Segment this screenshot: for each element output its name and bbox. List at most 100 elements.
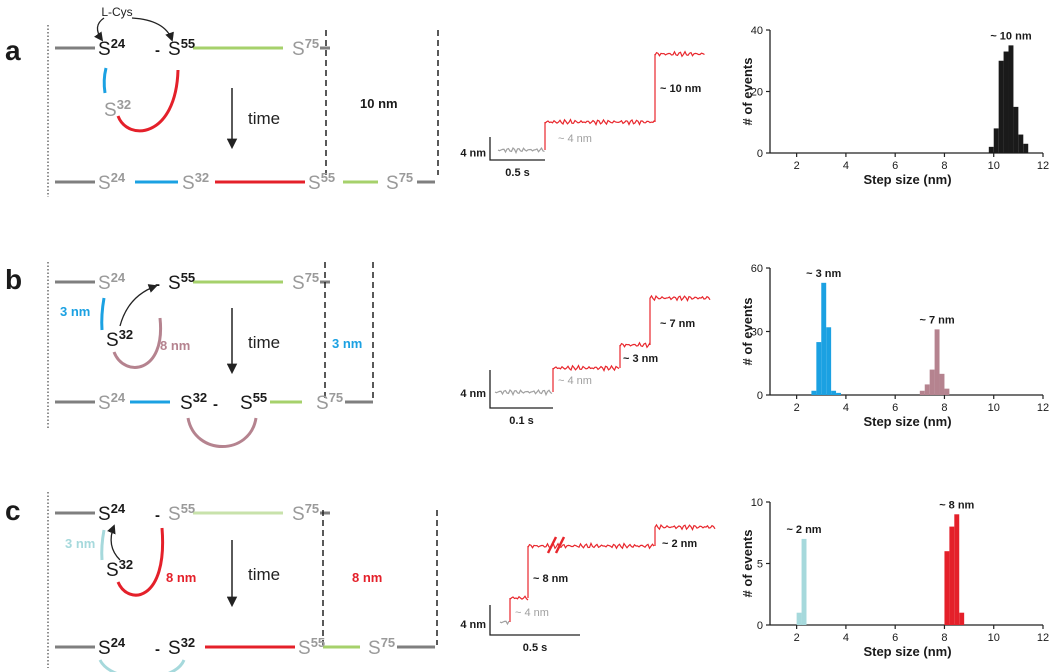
separator: - <box>155 42 160 59</box>
trace <box>654 523 716 546</box>
site-letter: S <box>98 173 111 194</box>
step-label: ~ 7 nm <box>660 318 695 330</box>
strand-loop <box>98 659 186 672</box>
site-label: S55 <box>168 270 195 294</box>
site-label: S24 <box>98 270 126 294</box>
x-tick-label: 10 <box>988 160 1000 172</box>
strand-loop <box>116 527 165 597</box>
site-letter: S <box>98 638 111 659</box>
site-label: S55 <box>240 390 267 414</box>
site-letter: S <box>240 393 253 414</box>
y-tick-label: 40 <box>751 25 763 37</box>
y-axis-label: # of events <box>740 298 755 366</box>
reagent-arrow <box>131 17 174 42</box>
trace <box>509 595 529 622</box>
histogram-bar <box>811 390 817 395</box>
site-number: 24 <box>111 170 126 185</box>
x-tick-label: 4 <box>843 402 849 414</box>
site-label: S24 <box>98 170 126 194</box>
reagent-arrow <box>94 17 105 42</box>
histogram-bar <box>954 514 960 625</box>
segment-label: 3 nm <box>65 536 95 551</box>
panel-label: c <box>5 495 21 526</box>
histogram-bar <box>959 612 965 625</box>
site-label: S55 <box>298 635 325 659</box>
step-label: ~ 10 nm <box>660 83 701 95</box>
site-letter: S <box>98 393 111 414</box>
segment-label: 8 nm <box>160 338 190 353</box>
site-letter: S <box>106 330 119 351</box>
peak-label: ~ 2 nm <box>786 524 821 536</box>
histogram-bar <box>944 551 950 625</box>
site-letter: S <box>98 504 111 525</box>
y-tick-label: 5 <box>757 559 763 571</box>
site-label: S75 <box>316 390 343 414</box>
x-tick-label: 8 <box>941 160 947 172</box>
site-letter: S <box>182 173 195 194</box>
site-label: S75 <box>386 170 413 194</box>
histogram-bar <box>796 612 802 625</box>
segment-label: 8 nm <box>166 570 196 585</box>
peak-label: ~ 8 nm <box>939 499 974 511</box>
scale-label: 4 nm <box>460 388 486 400</box>
site-label: S24 <box>98 390 126 414</box>
site-number: 55 <box>181 36 195 51</box>
histogram-bar <box>821 282 827 395</box>
strand-loop <box>102 67 108 94</box>
trace <box>544 118 655 150</box>
site-label: S75 <box>292 270 319 294</box>
x-axis-label: Step size (nm) <box>863 644 951 659</box>
x-tick-label: 4 <box>843 160 849 172</box>
site-number: 32 <box>119 557 133 572</box>
site-number: 32 <box>195 170 209 185</box>
site-letter: S <box>106 560 119 581</box>
trace <box>527 541 655 598</box>
site-letter: S <box>168 39 181 60</box>
scale-label: 0.5 s <box>505 167 529 179</box>
site-label: S55 <box>168 501 195 525</box>
trace <box>499 620 510 626</box>
histogram-bar <box>816 342 822 395</box>
strand-loop <box>116 69 180 133</box>
x-tick-label: 6 <box>892 402 898 414</box>
site-label: S55 <box>168 36 195 60</box>
x-tick-label: 10 <box>988 632 1000 644</box>
scale-label: 0.1 s <box>509 415 533 427</box>
site-label: S75 <box>292 501 319 525</box>
distance-label: 10 nm <box>360 96 398 111</box>
segment-label: 3 nm <box>60 304 90 319</box>
scale-bar <box>489 605 580 636</box>
site-number: 32 <box>181 635 195 650</box>
separator: - <box>155 276 160 293</box>
trace <box>497 146 545 155</box>
y-tick-label: 0 <box>757 390 763 402</box>
scale-label: 0.5 s <box>523 642 547 654</box>
site-label: S32 <box>104 97 131 121</box>
site-letter: S <box>104 100 117 121</box>
x-tick-label: 6 <box>892 632 898 644</box>
strand-loop <box>100 529 106 561</box>
site-number: 75 <box>381 635 395 650</box>
site-number: 55 <box>253 390 267 405</box>
site-letter: S <box>168 504 181 525</box>
time-label: time <box>248 565 280 584</box>
site-letter: S <box>308 173 321 194</box>
strand-loop <box>112 317 163 369</box>
site-letter: S <box>98 273 111 294</box>
step-label: ~ 4 nm <box>558 133 592 145</box>
histogram-bar <box>993 128 999 153</box>
site-number: 32 <box>193 390 207 405</box>
histogram-bar <box>1013 106 1019 153</box>
histogram-bar <box>944 388 950 395</box>
site-number: 75 <box>305 36 319 51</box>
time-label: time <box>248 109 280 128</box>
reagent-label: L-Cys <box>101 5 132 19</box>
scale-bar <box>489 370 553 409</box>
y-axis-label: # of events <box>740 530 755 598</box>
site-letter: S <box>292 39 305 60</box>
panel-label: a <box>5 35 21 66</box>
histogram-bar <box>998 60 1004 153</box>
histogram-bar <box>919 390 925 395</box>
